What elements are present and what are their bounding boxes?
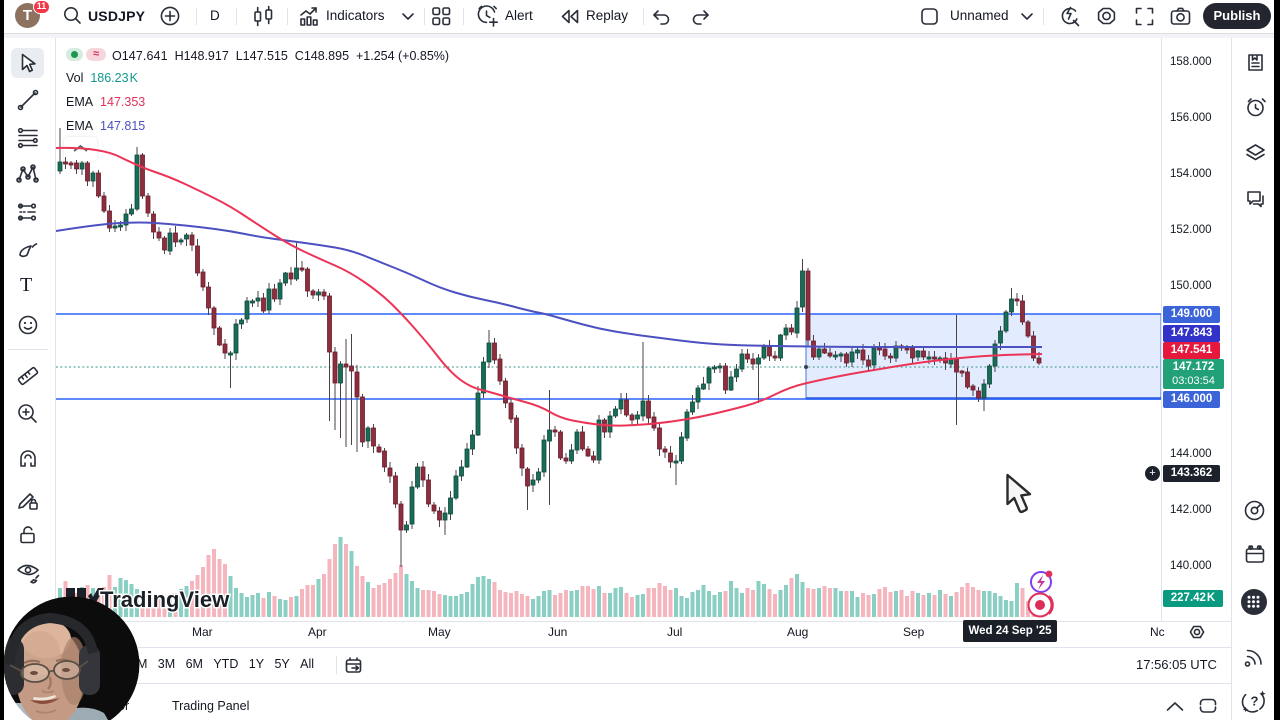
svg-text:TradingView: TradingView — [100, 587, 230, 612]
svg-text:?: ? — [1251, 694, 1259, 709]
